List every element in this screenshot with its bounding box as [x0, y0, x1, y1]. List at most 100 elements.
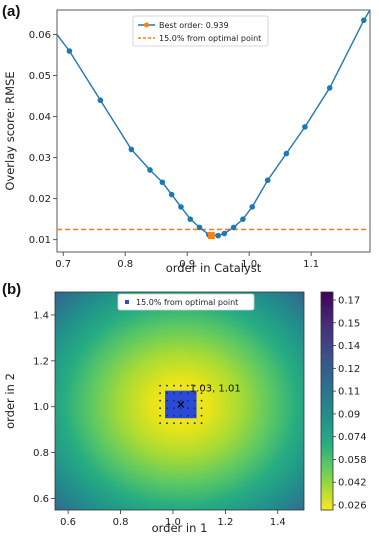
optimum-annotation: 1.03, 1.01 — [190, 383, 241, 394]
x-tick-label-b: 1.4 — [270, 517, 286, 528]
colorbar-tick-label: 0.058 — [338, 455, 367, 466]
x-tick-label-b: 0.8 — [113, 517, 129, 528]
region-marker — [179, 407, 182, 410]
y-tick-label-a: 0.06 — [29, 30, 51, 41]
colorbar-tick-label: 0.09 — [338, 409, 360, 420]
data-point — [326, 85, 333, 91]
region-marker — [193, 384, 196, 387]
optimum-marker — [177, 401, 185, 408]
region-marker — [193, 392, 196, 395]
region-marker — [193, 414, 196, 417]
region-marker — [173, 422, 175, 425]
region-marker — [186, 407, 189, 410]
y-tick-label-b: 0.6 — [33, 494, 49, 505]
y-tick-label-a: 0.03 — [29, 153, 51, 164]
region-marker — [173, 392, 175, 395]
data-point — [159, 179, 166, 186]
data-point — [361, 17, 367, 24]
data-point — [187, 216, 194, 222]
region-marker — [166, 414, 168, 417]
colorbar-tick-label: 0.14 — [338, 341, 360, 352]
colorbar-tick-label: 0.12 — [338, 364, 360, 375]
legend-best-label: Best order: 0.939 — [159, 21, 229, 30]
x-axis-label-b: order in 1 — [152, 521, 208, 535]
region-marker — [173, 407, 175, 410]
region-marker — [166, 407, 168, 410]
region-marker — [179, 384, 182, 387]
region-marker — [159, 414, 161, 417]
data-point — [283, 150, 290, 157]
panel-b-label: (b) — [2, 281, 21, 298]
region-marker — [166, 392, 168, 395]
panel-a-label: (a) — [2, 3, 20, 20]
x-tick-label-b: 0.6 — [60, 517, 76, 528]
data-point — [168, 191, 175, 198]
data-point — [221, 230, 228, 237]
region-marker — [200, 407, 203, 410]
colorbar-tick-label: 0.026 — [338, 501, 367, 512]
region-marker — [159, 392, 161, 395]
y-tick-label-b: 0.8 — [33, 448, 49, 459]
data-point — [178, 204, 184, 210]
panel-b-heatmap: 1.03, 1.01 0.6 0.8 1.0 1.2 1.4 0.6 0.8 1.0 1.2 1.4… — [3, 291, 367, 535]
x-tick-label-a: 0.7 — [55, 259, 71, 270]
region-marker — [173, 399, 175, 402]
region-marker — [193, 407, 196, 410]
x-tick-label-a: 0.8 — [117, 259, 133, 270]
x-tick-label-a: 0.9 — [179, 259, 195, 270]
region-marker — [173, 384, 175, 387]
x-axis-label-a: order in Catalyst — [166, 261, 262, 275]
best-order-marker — [207, 232, 215, 240]
colorbar-tick-label: 0.17 — [338, 296, 360, 307]
region-marker — [200, 384, 203, 387]
data-point — [196, 224, 203, 231]
region-marker — [166, 399, 168, 402]
data-point — [215, 232, 221, 239]
y-axis-label-b: order in 2 — [3, 373, 17, 429]
region-marker — [179, 399, 182, 402]
region-marker — [193, 422, 196, 425]
data-point — [147, 167, 153, 173]
region-marker — [200, 414, 203, 417]
legend-threshold-label: 15.0% from optimal point — [159, 34, 261, 43]
region-marker — [179, 392, 182, 395]
data-point — [230, 224, 237, 231]
region-marker — [186, 392, 189, 395]
colorbar-tick-label: 0.11 — [338, 387, 360, 398]
data-point — [249, 204, 256, 210]
x-tick-label-a: 1.0 — [241, 259, 257, 270]
y-tick-label-b: 1.0 — [33, 402, 49, 413]
data-point — [240, 216, 246, 222]
y-tick-label-a: 0.05 — [29, 71, 51, 82]
region-marker — [200, 399, 203, 402]
y-axis-label-a: Overlay score: RMSE — [3, 71, 17, 190]
data-point — [66, 48, 73, 54]
region-marker — [186, 384, 189, 387]
panel-a-line-chart: 0.7 0.8 0.9 1.0 1.1 0.01 0.02 0.03 0.04 0.05 0.06 o… — [3, 9, 371, 275]
region-marker — [200, 422, 203, 425]
region-marker — [179, 422, 182, 425]
region-marker — [186, 399, 189, 402]
region-marker — [186, 422, 189, 425]
y-tick-label-a: 0.02 — [29, 194, 51, 205]
data-point — [97, 97, 104, 104]
region-marker — [159, 407, 161, 410]
legend-region-label: 15.0% from optimal point — [136, 298, 238, 307]
y-tick-label-a: 0.01 — [29, 235, 51, 246]
region-marker — [179, 414, 182, 417]
region-marker — [159, 399, 161, 402]
region-marker — [166, 422, 168, 425]
region-marker — [200, 392, 203, 395]
colorbar-tick-label: 0.074 — [338, 432, 367, 443]
region-marker — [186, 414, 189, 417]
legend-b — [117, 293, 255, 311]
y-tick-label-a: 0.04 — [29, 112, 51, 123]
y-tick-label-b: 1.2 — [33, 356, 49, 367]
data-point — [302, 124, 308, 130]
legend-a — [132, 15, 269, 47]
legend-region-icon — [125, 300, 129, 304]
region-marker — [166, 384, 168, 387]
y-tick-label-b: 1.4 — [33, 310, 49, 321]
x-tick-label-b: 1.0 — [165, 517, 181, 528]
